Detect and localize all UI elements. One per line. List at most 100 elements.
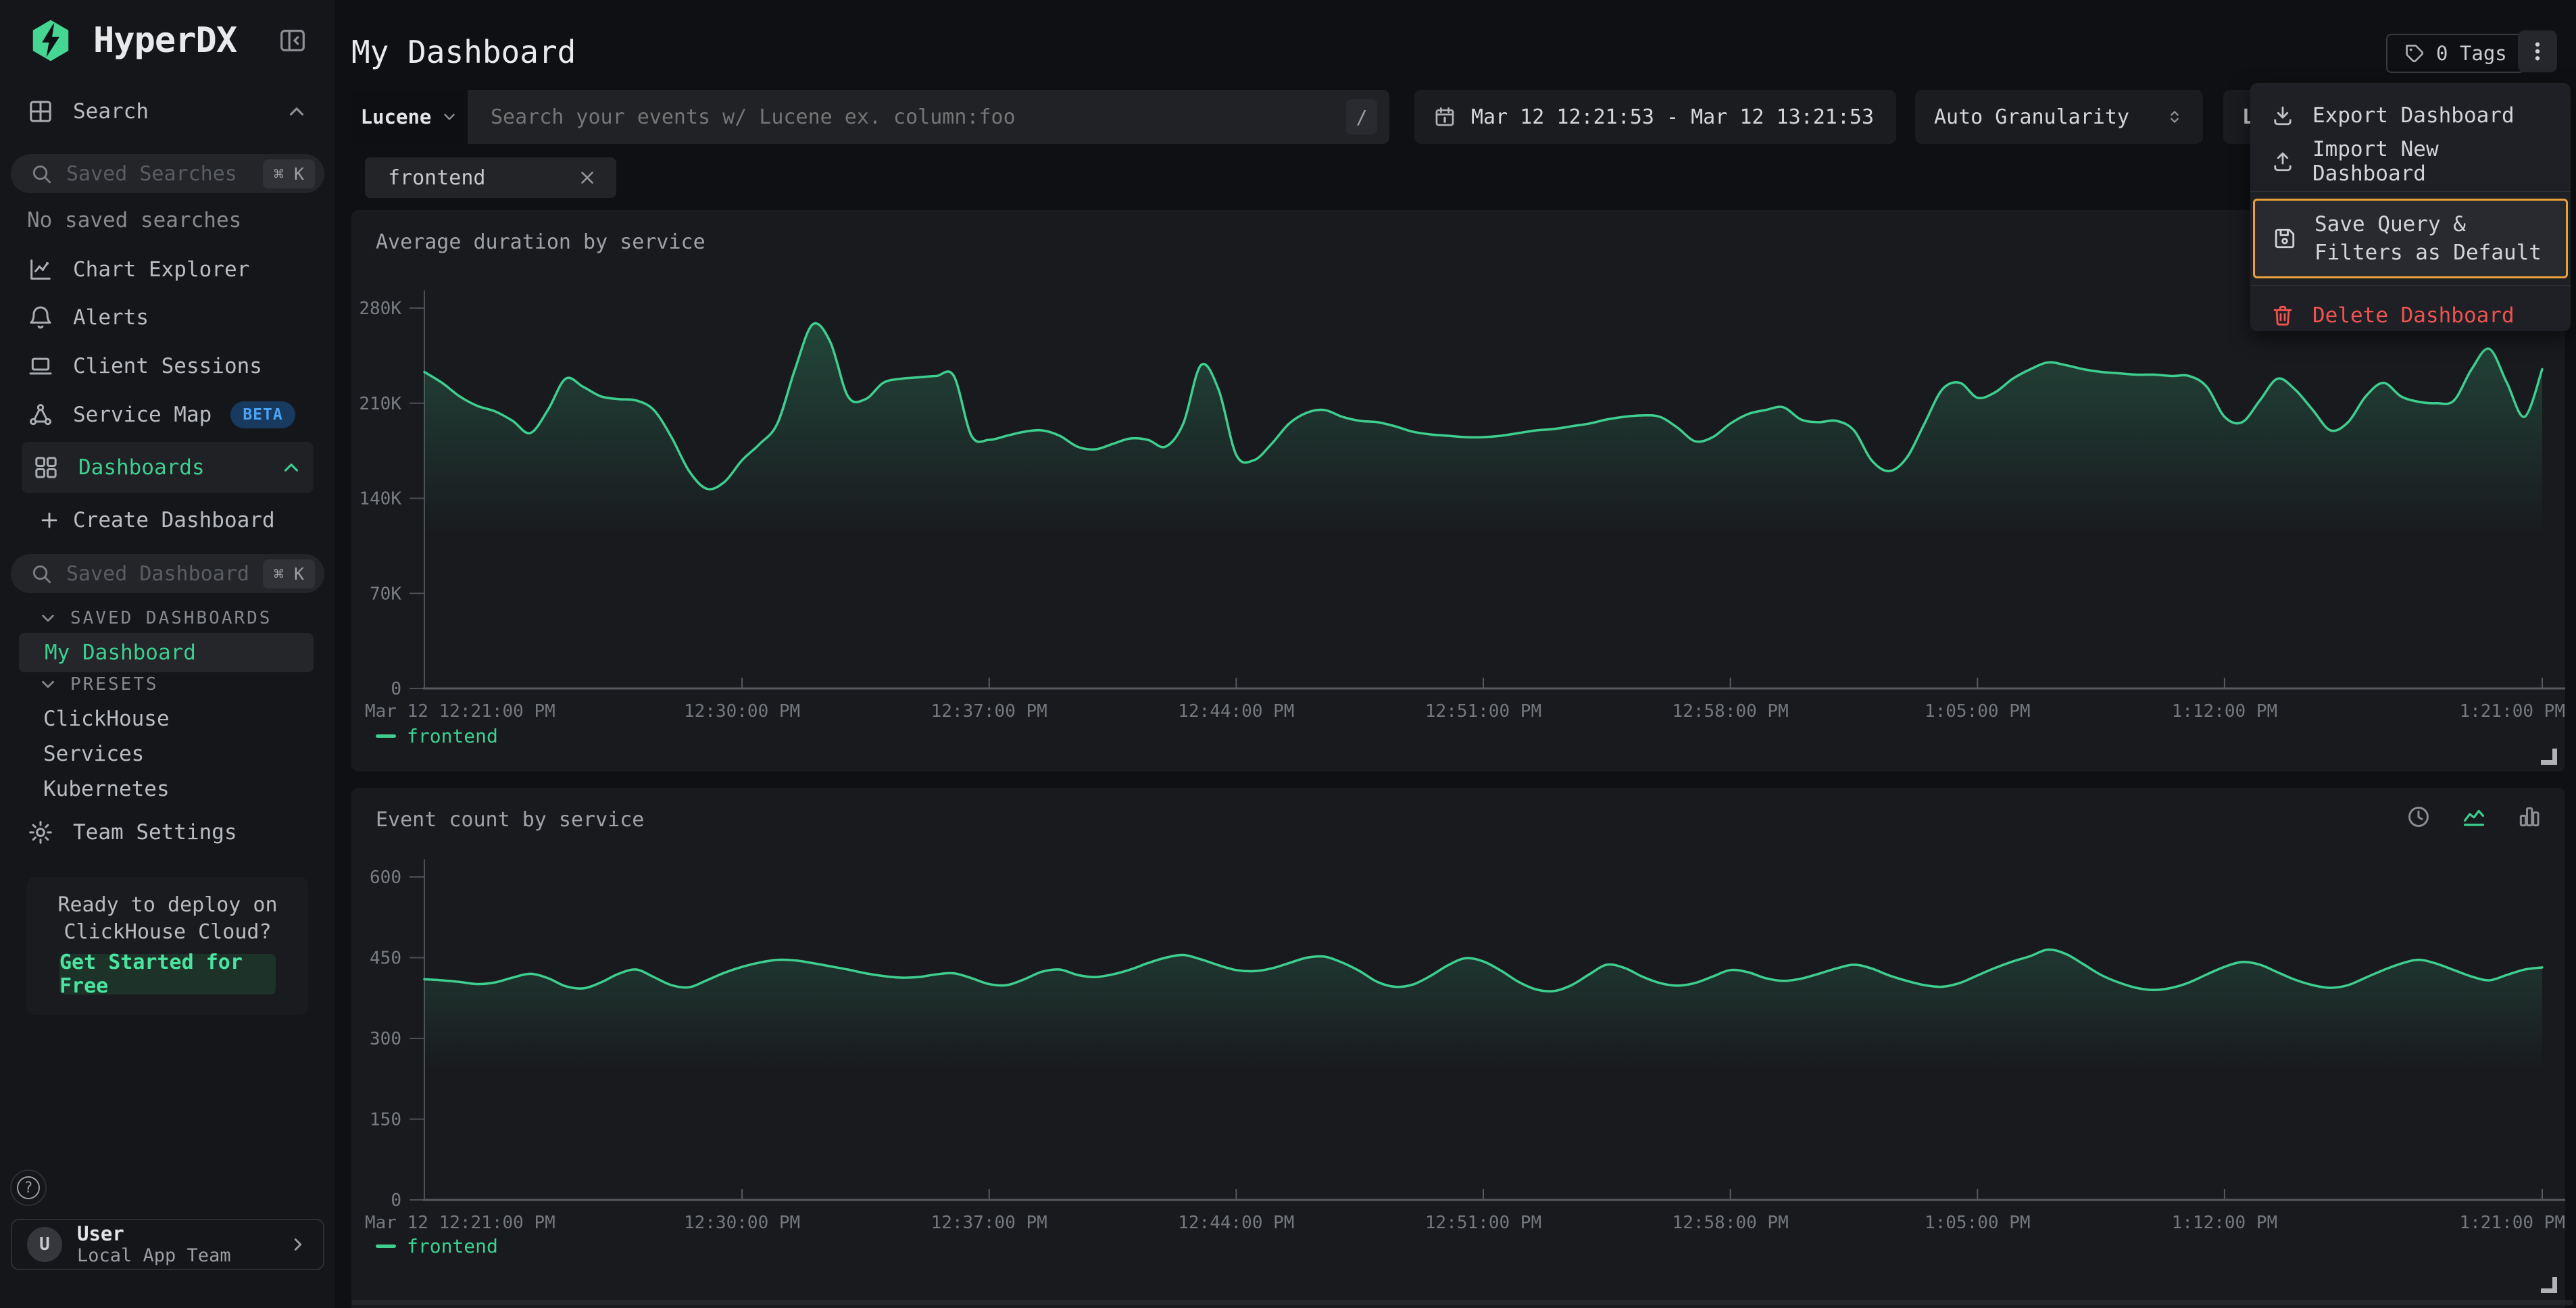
event-search-bar: Lucene / <box>351 90 1389 144</box>
svg-text:12:51:00 PM: 12:51:00 PM <box>1425 1213 1541 1233</box>
sidebar: HyperDX Search ⌘ K No saved searches <box>0 0 335 1308</box>
slash-shortcut-badge: / <box>1346 99 1377 134</box>
brand-row: HyperDX <box>0 15 335 66</box>
search-icon <box>30 562 53 585</box>
svg-text:12:58:00 PM: 12:58:00 PM <box>1673 1213 1789 1233</box>
shortcut-badge: ⌘ K <box>263 559 315 588</box>
event-count-chart[interactable]: 0150300450600Mar 12 12:21:00 PM12:30:00 … <box>351 788 2565 1261</box>
brand-name: HyperDX <box>93 20 237 61</box>
query-language-select[interactable]: Lucene <box>351 90 468 144</box>
upload-icon <box>2271 149 2295 174</box>
chevron-up-icon <box>280 456 303 479</box>
svg-text:0: 0 <box>391 1190 401 1211</box>
sidebar-item-kubernetes[interactable]: Kubernetes <box>0 773 335 805</box>
close-icon[interactable] <box>577 168 597 188</box>
saved-dashboards-field[interactable] <box>65 561 251 586</box>
sidebar-item-chart-explorer[interactable]: Chart Explorer <box>0 245 335 294</box>
sidebar-item-service-map[interactable]: Service Map BETA <box>0 391 335 439</box>
sidebar-item-label: Team Settings <box>73 820 237 845</box>
svg-text:1:21:00 PM: 1:21:00 PM <box>2459 1213 2565 1233</box>
dashboard-menu-button[interactable] <box>2518 30 2557 72</box>
sidebar-collapse-icon[interactable] <box>277 25 308 56</box>
section-saved-dashboards[interactable]: SAVED DASHBOARDS <box>38 608 272 628</box>
menu-item-import-dashboard[interactable]: Import New Dashboard <box>2250 139 2571 184</box>
menu-item-save-default[interactable]: Save Query & Filters as Default <box>2253 199 2568 278</box>
chevron-up-down-icon <box>2165 107 2184 126</box>
section-presets[interactable]: PRESETS <box>38 674 159 695</box>
saved-searches-field[interactable] <box>65 161 251 186</box>
menu-item-export-dashboard[interactable]: Export Dashboard <box>2250 93 2571 139</box>
menu-item-delete-dashboard[interactable]: Delete Dashboard <box>2250 293 2571 338</box>
chevron-down-icon <box>441 108 458 126</box>
sidebar-item-team-settings[interactable]: Team Settings <box>0 808 335 857</box>
question-mark-icon: ? <box>17 1176 40 1199</box>
legend-series-swatch <box>376 1244 396 1248</box>
search-nav-icon <box>27 98 54 125</box>
duration-chart[interactable]: 070K140K210K280KMar 12 12:21:00 PM12:30:… <box>351 210 2565 751</box>
sidebar-item-label: Client Sessions <box>73 354 262 378</box>
svg-text:210K: 210K <box>359 394 401 414</box>
svg-text:1:12:00 PM: 1:12:00 PM <box>2172 701 2278 722</box>
sidebar-item-dashboards[interactable]: Dashboards <box>22 442 314 493</box>
sidebar-item-services[interactable]: Services <box>0 738 335 770</box>
date-range-picker[interactable]: Mar 12 12:21:53 - Mar 12 13:21:53 <box>1414 90 1896 144</box>
sidebar-item-alerts[interactable]: Alerts <box>0 293 335 342</box>
user-name: User <box>77 1222 273 1245</box>
hyperdx-logo-icon <box>27 17 74 64</box>
save-icon <box>2273 226 2297 251</box>
svg-text:0: 0 <box>391 679 401 699</box>
chart-legend[interactable]: frontend <box>376 725 498 747</box>
panel-resize-handle[interactable] <box>2541 1277 2557 1293</box>
svg-text:140K: 140K <box>359 489 401 509</box>
hyperdx-app: HyperDX Search ⌘ K No saved searches <box>0 0 2576 1308</box>
sidebar-item-clickhouse[interactable]: ClickHouse <box>0 703 335 735</box>
svg-text:12:37:00 PM: 12:37:00 PM <box>931 1213 1047 1233</box>
section-title: SAVED DASHBOARDS <box>70 608 272 628</box>
svg-text:1:12:00 PM: 1:12:00 PM <box>2172 1213 2278 1233</box>
saved-searches-input[interactable]: ⌘ K <box>11 154 324 193</box>
menu-divider <box>2250 285 2571 286</box>
saved-dashboards-input[interactable]: ⌘ K <box>11 554 324 593</box>
chart-legend[interactable]: frontend <box>376 1235 498 1257</box>
tags-button[interactable]: 0 Tags <box>2386 34 2525 73</box>
event-search-input[interactable] <box>468 90 1346 144</box>
clickhouse-promo-card: Ready to deploy on ClickHouse Cloud? Get… <box>27 877 308 1015</box>
menu-item-label: Save Query & Filters as Default <box>2314 210 2548 267</box>
plus-icon <box>38 509 61 532</box>
kebab-icon <box>2525 39 2550 64</box>
legend-series-swatch <box>376 734 396 738</box>
help-button[interactable]: ? <box>10 1169 47 1206</box>
beta-badge: BETA <box>230 401 295 428</box>
filter-chip-frontend[interactable]: frontend <box>365 157 616 198</box>
sidebar-item-client-sessions[interactable]: Client Sessions <box>0 342 335 391</box>
svg-text:600: 600 <box>370 867 401 888</box>
laptop-icon <box>27 353 54 380</box>
create-dashboard-label: Create Dashboard <box>73 508 275 532</box>
menu-item-label: Import New Dashboard <box>2312 137 2550 186</box>
create-dashboard-button[interactable]: Create Dashboard <box>0 496 335 545</box>
svg-text:12:51:00 PM: 12:51:00 PM <box>1425 701 1541 722</box>
panel-resize-handle[interactable] <box>2541 749 2557 765</box>
svg-text:1:05:00 PM: 1:05:00 PM <box>1925 1213 2031 1233</box>
sidebar-item-search[interactable]: Search <box>0 87 335 136</box>
horizontal-scrollbar[interactable] <box>351 1300 2573 1305</box>
page-title: My Dashboard <box>351 34 576 70</box>
menu-divider <box>2250 191 2571 192</box>
trash-icon <box>2271 303 2295 328</box>
get-started-button[interactable]: Get Started for Free <box>59 954 276 995</box>
sidebar-item-label: Dashboards <box>78 455 205 480</box>
svg-text:12:37:00 PM: 12:37:00 PM <box>931 701 1047 722</box>
section-title: PRESETS <box>70 674 159 695</box>
preset-label: Kubernetes <box>43 777 170 801</box>
get-started-label: Get Started for Free <box>59 951 276 998</box>
user-card[interactable]: U User Local App Team <box>11 1219 324 1270</box>
preset-label: ClickHouse <box>43 707 170 731</box>
tag-icon <box>2404 43 2425 64</box>
shortcut-badge: ⌘ K <box>263 159 315 188</box>
query-language-value: Lucene <box>361 105 432 128</box>
granularity-select[interactable]: Auto Granularity <box>1915 90 2203 144</box>
gear-icon <box>27 819 54 846</box>
sidebar-item-my-dashboard[interactable]: My Dashboard <box>19 633 314 672</box>
svg-text:450: 450 <box>370 949 401 969</box>
svg-text:1:21:00 PM: 1:21:00 PM <box>2459 701 2565 722</box>
